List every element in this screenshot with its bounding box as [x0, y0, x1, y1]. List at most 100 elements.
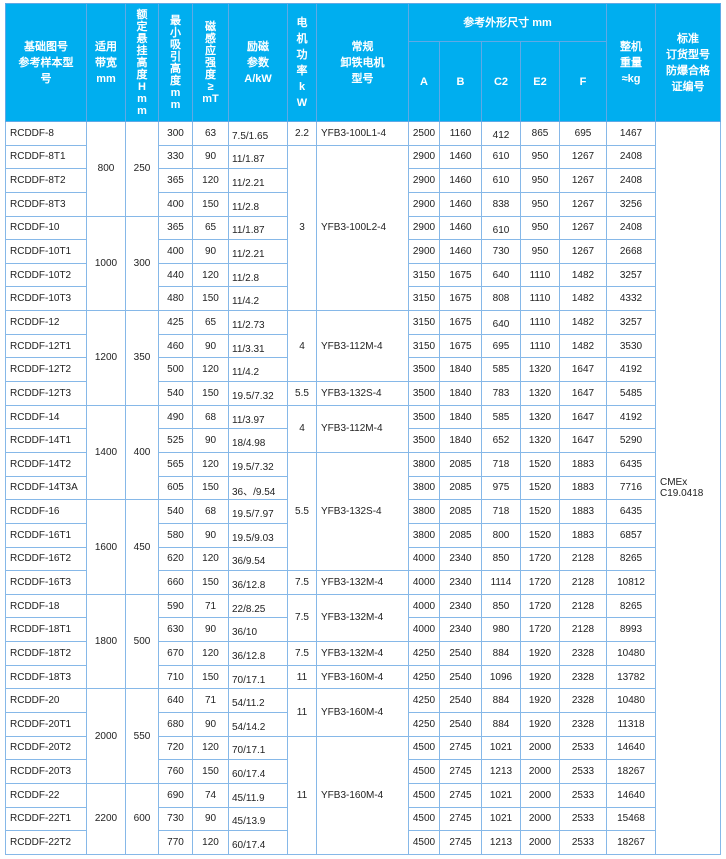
- min-suction-cell: 620: [158, 546, 193, 572]
- model-cell: RCDDF-12: [5, 310, 87, 335]
- induction-cell: 71: [192, 593, 229, 619]
- model-cell: RCDDF-22T1: [5, 806, 87, 832]
- dim-e2-cell: 1320: [520, 357, 560, 383]
- induction-cell: 120: [192, 168, 229, 193]
- min-suction-cell: 300: [158, 121, 193, 146]
- induction-cell: 150: [192, 381, 229, 406]
- min-suction-cell: 770: [158, 830, 193, 855]
- excitation-cell: 54/14.2: [228, 712, 288, 737]
- table-row: RCDDF-14T3A 605 150 36、/9.54 3800 2085 975 1520…: [5, 475, 721, 501]
- motor-cell: YFB3-112M-4: [316, 310, 409, 383]
- power-cell: 7.5: [287, 593, 317, 643]
- weight-cell: 6857: [606, 522, 656, 548]
- dim-e2-cell: 1720: [520, 546, 560, 572]
- excitation-cell: 11/2.73: [228, 310, 288, 335]
- dim-b-cell: 1460: [439, 144, 482, 170]
- height-cell: 400: [125, 404, 159, 501]
- dim-e2-cell: 2000: [520, 806, 560, 832]
- dim-f-cell: 2533: [559, 806, 607, 832]
- excitation-cell: 36/12.8: [228, 570, 288, 595]
- induction-cell: 90: [192, 712, 229, 737]
- table-row: RCDDF-16 1600 450 540 68 19.5/7.97 3800 2085 718…: [5, 499, 721, 595]
- dim-e2-cell: 1110: [520, 310, 560, 335]
- motor-cell: YFB3-160M-4: [316, 688, 409, 737]
- min-suction-cell: 540: [158, 499, 193, 524]
- dim-f-cell: 2328: [559, 688, 607, 714]
- min-suction-cell: 540: [158, 381, 193, 406]
- dim-a-cell: 3800: [408, 522, 440, 548]
- dim-f-cell: 1883: [559, 475, 607, 501]
- excitation-cell: 60/17.4: [228, 759, 288, 784]
- dim-a-cell: 4000: [408, 593, 440, 619]
- dim-f-cell: 1482: [559, 286, 607, 312]
- table-row: RCDDF-16T1 580 90 19.5/9.03 3800 2085 800 1520 1…: [5, 522, 721, 548]
- induction-cell: 150: [192, 759, 229, 784]
- table-row: RCDDF-10 1000 300 365 65 11/1.87 2900 1460 610 95…: [5, 215, 721, 312]
- dim-b-cell: 1840: [439, 357, 482, 383]
- weight-cell: 3257: [606, 310, 656, 335]
- dim-a-cell: 4500: [408, 782, 440, 808]
- dim-c2-cell: 1021: [481, 806, 521, 832]
- model-cell: RCDDF-18T1: [5, 617, 87, 643]
- dim-f-cell: 1267: [559, 239, 607, 264]
- excitation-cell: 11/4.2: [228, 357, 288, 383]
- table-row: RCDDF-14 1400 400 490 68 11/3.97 4 YFB3-112M-4 3…: [5, 404, 721, 501]
- weight-cell: 8993: [606, 617, 656, 643]
- weight-cell: 18267: [606, 830, 656, 855]
- dim-b-cell: 1160: [439, 121, 482, 146]
- dim-a-cell: 4000: [408, 570, 440, 595]
- power-cell: 2.2: [287, 121, 317, 146]
- excitation-cell: 22/8.25: [228, 593, 288, 619]
- dim-e2-cell: 1110: [520, 286, 560, 312]
- excitation-cell: 36、/9.54: [228, 475, 288, 501]
- induction-cell: 90: [192, 428, 229, 453]
- model-cell: RCDDF-8: [5, 121, 87, 146]
- header-motor: 常规 卸铁电机 型号: [316, 3, 409, 122]
- dim-f-cell: 1482: [559, 262, 607, 288]
- power-cell: 7.5: [287, 641, 317, 666]
- weight-cell: 14640: [606, 782, 656, 808]
- dim-c2-cell: 1021: [481, 782, 521, 808]
- induction-cell: 90: [192, 522, 229, 548]
- motor-cell: YFB3-132M-4: [316, 641, 409, 666]
- excitation-cell: 11/1.87: [228, 215, 288, 241]
- model-cell: RCDDF-20T3: [5, 759, 87, 784]
- dim-a-cell: 2900: [408, 191, 440, 217]
- weight-cell: 10480: [606, 688, 656, 714]
- dim-f-cell: 2328: [559, 641, 607, 666]
- header-min-suction: 最 小 吸 引 高 度 m m: [158, 3, 193, 122]
- dim-b-cell: 1460: [439, 215, 482, 241]
- height-cell: 250: [125, 121, 159, 217]
- dim-a-cell: 2900: [408, 168, 440, 193]
- dim-c2-cell: 718: [481, 451, 521, 477]
- table-row: RCDDF-18T1 630 90 36/10 4000 2340 980 1720 2128 8…: [5, 617, 721, 643]
- weight-cell: 4192: [606, 357, 656, 383]
- min-suction-cell: 565: [158, 451, 193, 477]
- table-row: RCDDF-14T1 525 90 18/4.98 3500 1840 652 1320 164…: [5, 428, 721, 453]
- model-cell: RCDDF-14T1: [5, 428, 87, 453]
- excitation-cell: 11/3.97: [228, 404, 288, 430]
- dim-e2-cell: 2000: [520, 735, 560, 761]
- dim-c2-cell: 730: [481, 239, 521, 264]
- model-cell: RCDDF-10T2: [5, 262, 87, 288]
- min-suction-cell: 365: [158, 215, 193, 241]
- dim-b-cell: 2340: [439, 617, 482, 643]
- min-suction-cell: 680: [158, 712, 193, 737]
- dim-e2-cell: 1920: [520, 641, 560, 666]
- model-cell: RCDDF-10T1: [5, 239, 87, 264]
- motor-cell: YFB3-132S-4: [316, 451, 409, 572]
- table-row: RCDDF-16T2 620 120 36/9.54 4000 2340 850 1720 21…: [5, 546, 721, 572]
- header-dim-f: F: [559, 41, 607, 122]
- weight-cell: 1467: [606, 121, 656, 146]
- excitation-cell: 54/11.2: [228, 688, 288, 714]
- min-suction-cell: 690: [158, 782, 193, 808]
- dim-b-cell: 2540: [439, 688, 482, 714]
- dim-c2-cell: 884: [481, 641, 521, 666]
- dim-a-cell: 4250: [408, 712, 440, 737]
- dim-b-cell: 2540: [439, 664, 482, 690]
- dim-a-cell: 2900: [408, 144, 440, 170]
- min-suction-cell: 605: [158, 475, 193, 501]
- dim-b-cell: 1460: [439, 168, 482, 193]
- dim-a-cell: 3150: [408, 262, 440, 288]
- dim-c2-cell: 640: [481, 262, 521, 288]
